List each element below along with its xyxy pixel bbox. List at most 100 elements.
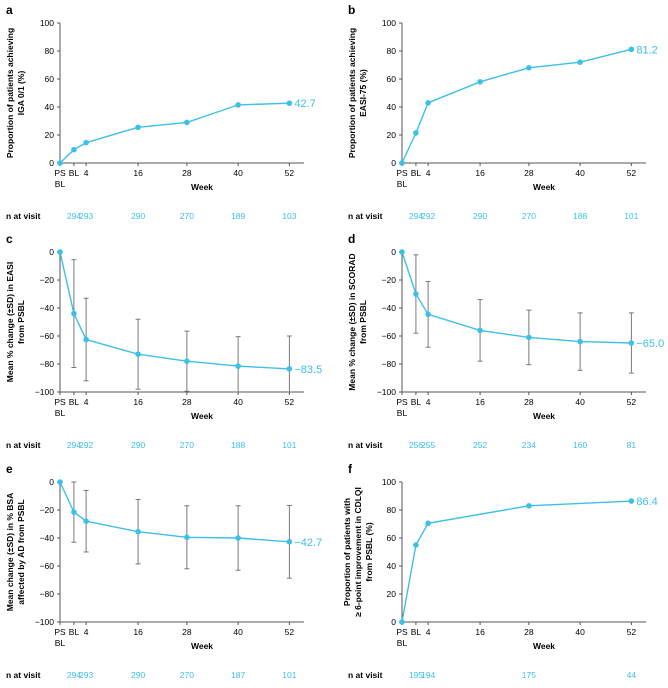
n-at-visit-value: 81 <box>627 440 637 450</box>
data-point <box>71 146 77 153</box>
y-axis-title-line: EASI-75 (%) <box>358 69 368 117</box>
x-axis-title: Week <box>191 182 213 192</box>
data-point <box>286 100 293 107</box>
y-tick-label: −40 <box>382 303 397 313</box>
y-tick-label: −40 <box>40 533 55 543</box>
end-value-label: 81.2 <box>636 44 657 56</box>
data-point <box>57 479 63 485</box>
n-at-visit-value: 103 <box>282 211 296 221</box>
data-point <box>399 249 405 255</box>
y-tick-label: 0 <box>49 158 54 168</box>
x-tick-label: 40 <box>575 627 585 637</box>
chart-panel-c: c −100 −80 −60 −40 −20 0 PS BL 4 16 28 40 52 BL Week Mea… <box>5 232 322 450</box>
series-line <box>59 481 290 543</box>
data-point <box>577 338 583 345</box>
data-point <box>526 65 532 71</box>
n-at-visit-value: 294 <box>67 440 81 450</box>
y-tick-label: 0 <box>391 617 396 627</box>
y-tick-label: −60 <box>40 331 55 341</box>
y-tick-label: 100 <box>382 477 396 487</box>
data-point <box>235 102 241 108</box>
data-point <box>526 503 532 509</box>
n-at-visit-value: 194 <box>421 670 435 680</box>
x-axis-title: Week <box>191 411 213 421</box>
n-at-visit-value: 292 <box>79 440 93 450</box>
y-tick-label: 80 <box>45 46 55 56</box>
data-point <box>477 327 483 334</box>
n-at-visit-value: 290 <box>131 440 145 450</box>
x-tick-label: 4 <box>84 397 89 407</box>
data-point <box>135 351 141 357</box>
data-point <box>399 619 405 625</box>
y-axis-title-line: Mean change (±SD) in % BSA <box>5 493 15 612</box>
panel-letter: c <box>6 232 13 246</box>
x-tick-label: 16 <box>475 397 485 407</box>
y-tick-label: 0 <box>391 247 396 257</box>
data-point <box>83 518 89 524</box>
x-tick-label: 28 <box>182 397 192 407</box>
y-tick-label: 40 <box>387 102 397 112</box>
n-at-visit-value: 175 <box>522 670 536 680</box>
n-at-visit-value: 101 <box>282 670 296 680</box>
y-tick-label: −20 <box>40 275 55 285</box>
y-tick-label: −80 <box>40 589 55 599</box>
n-at-visit-value: 270 <box>180 440 194 450</box>
end-value-label: −83.5 <box>294 364 322 376</box>
y-tick-label: 60 <box>387 74 397 84</box>
x-tick-label: BL <box>69 168 80 178</box>
x-tick-label: 52 <box>627 168 637 178</box>
x-tick-label: PS <box>396 168 408 178</box>
n-at-visit-value: 234 <box>522 440 536 450</box>
y-tick-label: 40 <box>387 561 397 571</box>
x-tick-label: 16 <box>133 627 143 637</box>
data-point <box>184 358 190 364</box>
n-at-visit-label: n at visit <box>348 440 383 450</box>
data-point <box>477 79 483 85</box>
y-tick-label: 80 <box>387 46 397 56</box>
data-point <box>71 310 77 317</box>
chart-panel-b: b 0 20 40 60 80 100 PS BL 4 16 28 40 52 BL Week Proporti… <box>347 3 658 221</box>
data-point <box>286 366 293 372</box>
x-axis-title: Week <box>533 182 555 192</box>
data-point <box>57 160 63 166</box>
n-at-visit-label: n at visit <box>6 211 41 221</box>
y-tick-label: −100 <box>35 387 54 397</box>
n-at-visit-value: 270 <box>180 211 194 221</box>
y-tick-label: 60 <box>387 533 397 543</box>
n-at-visit-value: 188 <box>573 211 587 221</box>
x-tick-label: PS <box>54 627 66 637</box>
x-tick-label: 52 <box>285 627 295 637</box>
data-point <box>413 291 419 297</box>
data-point <box>235 363 241 369</box>
y-tick-label: 40 <box>45 102 55 112</box>
x-tick-label: 40 <box>233 168 243 178</box>
x-tick-label: 52 <box>627 397 637 407</box>
x-tick-label: PS <box>396 627 408 637</box>
n-at-visit-value: 256 <box>409 440 423 450</box>
data-point <box>628 340 635 346</box>
y-tick-label: 60 <box>45 74 55 84</box>
series-line <box>401 251 632 344</box>
series-line <box>401 500 632 623</box>
x-axis-title: Week <box>533 411 555 421</box>
n-at-visit-label: n at visit <box>6 670 41 680</box>
series-line <box>59 251 290 370</box>
data-point <box>286 538 293 545</box>
panel-letter: e <box>6 462 13 476</box>
y-axis-title-line: Proportion of patients achieving <box>347 28 357 158</box>
n-at-visit-value: 44 <box>627 670 637 680</box>
n-at-visit-value: 290 <box>473 211 487 221</box>
n-at-visit-value: 187 <box>231 670 245 680</box>
data-point <box>577 59 583 65</box>
data-point <box>399 160 405 166</box>
x-tick-label: 28 <box>524 168 534 178</box>
y-tick-label: −100 <box>35 617 54 627</box>
x-tick-label: BL <box>411 627 422 637</box>
y-axis-title-line: Proportion of patients with <box>342 498 352 606</box>
y-axis-title-line: from PSBL <box>16 300 26 344</box>
x-tick-label: 52 <box>285 168 295 178</box>
y-tick-label: 100 <box>382 18 396 28</box>
n-at-visit-value: 255 <box>421 440 435 450</box>
n-at-visit-value: 160 <box>573 440 587 450</box>
x-tick-label: PS <box>396 397 408 407</box>
